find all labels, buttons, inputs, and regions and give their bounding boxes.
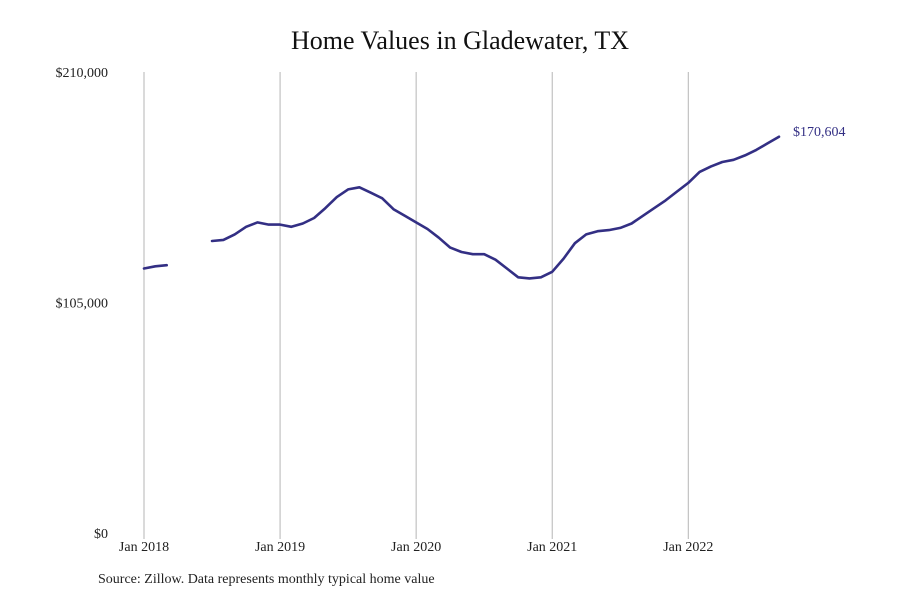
y-axis-ticks: $210,000 $105,000 $0 <box>56 66 109 542</box>
source-note: Source: Zillow. Data represents monthly … <box>98 572 435 587</box>
x-tick-label: Jan 2021 <box>527 540 577 555</box>
x-tick-label: Jan 2022 <box>663 540 713 555</box>
end-value-label: $170,604 <box>793 125 846 140</box>
x-tick-label: Jan 2020 <box>391 540 441 555</box>
series-line <box>142 263 168 270</box>
x-axis-ticks: Jan 2018 Jan 2019 Jan 2020 Jan 2021 Jan 2022 <box>119 540 713 555</box>
series-line <box>210 135 781 280</box>
y-tick-label: $105,000 <box>56 297 109 312</box>
y-tick-label: $210,000 <box>56 66 109 81</box>
chart-title: Home Values in Gladewater, TX <box>290 26 630 55</box>
y-tick-label: $0 <box>94 527 108 542</box>
gridlines <box>143 72 689 539</box>
series-lines <box>142 135 781 280</box>
x-tick-label: Jan 2019 <box>255 540 305 555</box>
x-tick-label: Jan 2018 <box>119 540 169 555</box>
